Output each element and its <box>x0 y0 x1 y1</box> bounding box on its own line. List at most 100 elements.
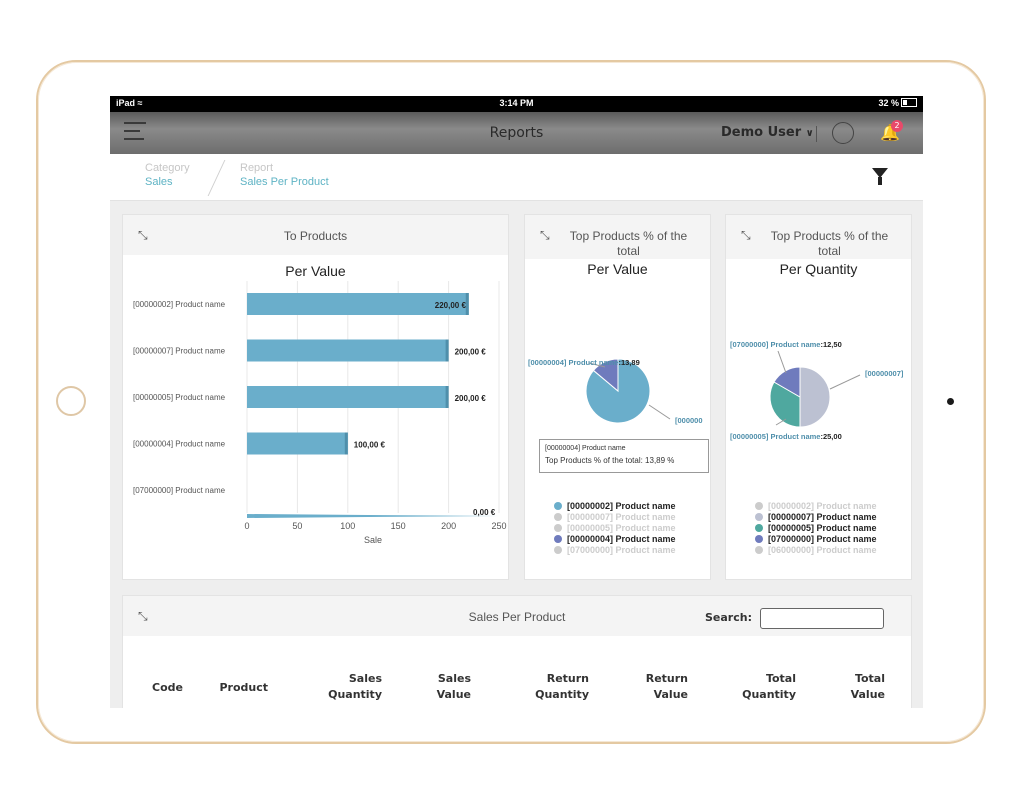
bar <box>247 432 348 455</box>
x-axis-label: Sale <box>364 535 382 545</box>
bar-value-label: 100,00 € <box>354 441 386 450</box>
bar-chart-title: To Products <box>283 229 348 243</box>
column-header-line: Return <box>645 672 688 685</box>
pie-label: [00000007] <box>865 369 904 378</box>
pie-value-chart: [00000004] Product name:13,89 [000000 [000… <box>528 358 703 555</box>
bar-value-label: 0,00 € <box>473 508 496 517</box>
column-header-line: Quantity <box>328 688 382 701</box>
avatar-icon[interactable] <box>832 122 854 144</box>
legend-marker <box>755 546 763 554</box>
pie-value-subtitle: Per Value <box>587 261 648 277</box>
legend-marker <box>755 524 763 532</box>
legend-label: [00000002] Product name <box>567 501 676 511</box>
report-label: Report <box>240 162 274 174</box>
bar <box>247 386 449 408</box>
battery-percent: 32 % <box>878 98 899 108</box>
x-tick-label: 200 <box>441 521 456 531</box>
home-button[interactable] <box>56 386 86 416</box>
legend-label: [00000007] Product name <box>768 512 877 522</box>
pie-label-line <box>829 374 861 390</box>
bar <box>247 514 499 518</box>
pie-label-line <box>588 362 606 368</box>
breadcrumb: Category Sales Report Sales Per Product <box>110 154 923 201</box>
bar-value-label: 200,00 € <box>455 394 487 403</box>
bar-value-label: 200,00 € <box>455 348 487 357</box>
pie-label-name: [00000005] Product name <box>730 432 820 441</box>
x-tick-label: 250 <box>491 521 506 531</box>
column-header-line: Code <box>152 681 183 694</box>
pie-label-line <box>648 404 671 420</box>
column-header[interactable]: Return Quantity <box>499 671 589 703</box>
expand-icon[interactable]: ⤡ <box>741 228 751 242</box>
column-header-line: Value <box>436 688 471 701</box>
bar-chart: 0 50 100 150 200 250 Sale [00000002] Product na… <box>133 281 507 545</box>
bar-value-label: 220,00 € <box>435 301 467 310</box>
breadcrumb-separator <box>207 160 226 196</box>
bar-category-label: [00000002] Product name <box>133 300 226 309</box>
pie-label-line <box>777 350 787 374</box>
legend-marker <box>755 513 763 521</box>
pie-label: [00000004] Product name:13,89 <box>528 358 640 367</box>
legend-marker <box>755 502 763 510</box>
category-label: Category <box>145 162 190 174</box>
pie-label-name: [07000000] Product name <box>730 340 820 349</box>
x-tick-label: 50 <box>292 521 302 531</box>
nav-bar: Reports Demo User ∨ 🔔 2 <box>110 112 923 154</box>
legend-marker <box>554 535 562 543</box>
column-header[interactable]: Code <box>110 680 183 696</box>
x-tick-label: 100 <box>340 521 355 531</box>
column-header-line: Return <box>546 672 589 685</box>
pie-quantity-panel: ⤡ Top Products % of the total Per Quanti… <box>725 214 912 580</box>
legend-label: [00000004] Product name <box>567 534 676 544</box>
clock: 3:14 PM <box>499 98 534 108</box>
column-header[interactable]: Return Value <box>598 671 688 703</box>
column-header[interactable]: Sales Value <box>381 671 471 703</box>
legend-label: [00000005] Product name <box>567 523 676 533</box>
report-value: Sales Per Product <box>240 176 329 188</box>
category-value: Sales <box>145 176 173 188</box>
status-bar: iPad ≈ 3:14 PM 32 % <box>110 96 923 112</box>
bar <box>247 339 449 362</box>
menu-icon[interactable] <box>124 122 146 146</box>
column-header[interactable]: Total Value <box>795 671 885 703</box>
column-header[interactable]: Total Quantity <box>706 671 796 703</box>
column-header-line: Total <box>854 672 885 685</box>
pie-slice <box>585 358 651 424</box>
expand-icon[interactable]: ⤡ <box>138 609 148 623</box>
filter-icon[interactable] <box>872 168 888 185</box>
breadcrumb-category[interactable]: Category Sales <box>145 162 190 188</box>
table-panel: ⤡ Sales Per Product Search: Code Product S… <box>122 595 912 708</box>
pie-label-value: :12,50 <box>820 340 841 349</box>
tooltip: [00000004] Product name Top Products % o… <box>539 439 709 473</box>
device-label: iPad <box>116 98 136 108</box>
search-input[interactable] <box>760 608 884 629</box>
legend-marker <box>554 513 562 521</box>
legend-label: [00000005] Product name <box>768 523 877 533</box>
x-tick-label: 150 <box>391 521 406 531</box>
expand-icon[interactable]: ⤡ <box>138 228 148 242</box>
tooltip-line1: [00000004] Product name <box>545 445 626 452</box>
expand-icon[interactable]: ⤡ <box>540 228 550 242</box>
pie-quantity-title-line2: total <box>818 244 841 258</box>
column-header[interactable]: Sales Quantity <box>292 671 382 703</box>
legend-label: [07000000] Product name <box>768 534 877 544</box>
wifi-icon: ≈ <box>137 98 143 108</box>
pie-label: [000000 <box>675 416 703 425</box>
search-label: Search: <box>705 611 752 624</box>
column-header-line: Sales <box>437 672 471 685</box>
pie-label-value: :25,00 <box>820 432 841 441</box>
pie-value-panel: ⤡ Top Products % of the total Per Value … <box>524 214 711 580</box>
legend-marker <box>554 502 562 510</box>
breadcrumb-report[interactable]: Report Sales Per Product <box>240 162 329 188</box>
pie-label: [07000000] Product name:12,50 <box>730 340 842 349</box>
column-header[interactable]: Product <box>178 680 268 696</box>
bar <box>247 293 469 315</box>
bar-side <box>465 293 469 315</box>
column-header-line: Quantity <box>742 688 796 701</box>
pie-slice <box>799 366 831 428</box>
bar-category-label: [00000004] Product name <box>133 440 226 449</box>
pie-quantity-chart: [07000000] Product name:12,50[00000007][… <box>730 340 904 555</box>
user-menu[interactable]: Demo User ∨ <box>721 125 814 140</box>
pie-label-name: [00000004] Product name <box>528 358 618 367</box>
legend-label: [00000002] Product name <box>768 501 877 511</box>
